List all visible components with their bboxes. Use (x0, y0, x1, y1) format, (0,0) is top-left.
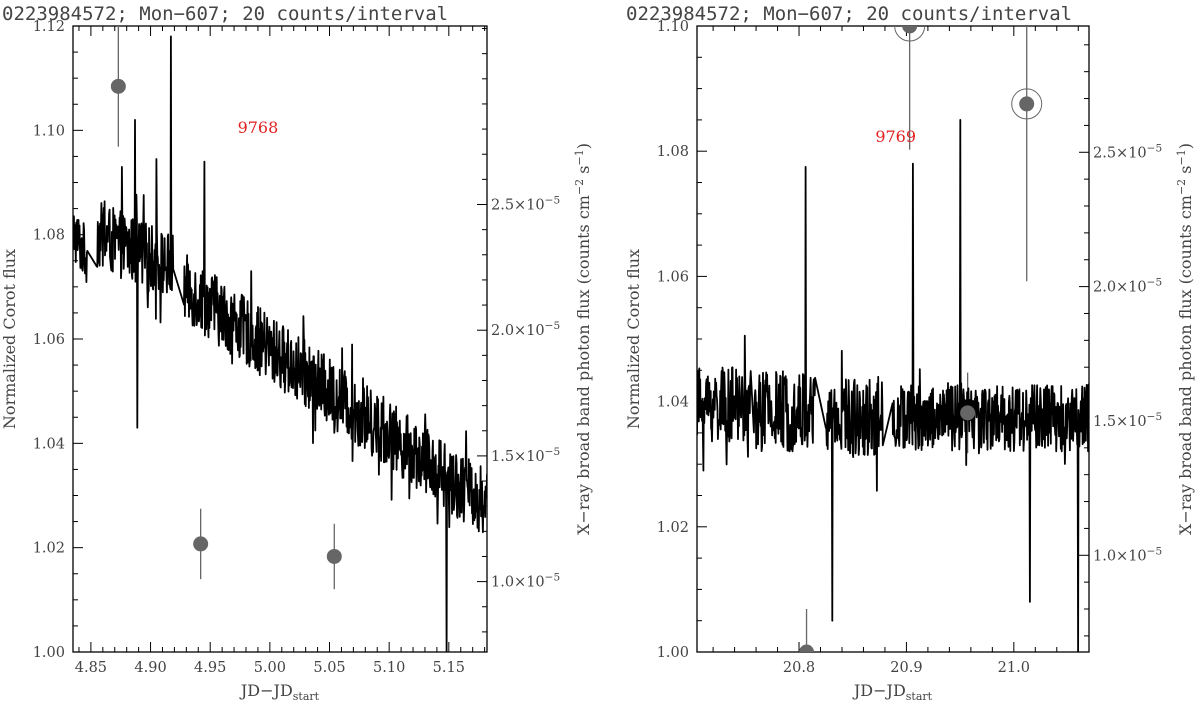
chart2-y-tick-label: 1.06 (657, 269, 689, 285)
chart2-xray-point (960, 405, 976, 421)
chart1-y-tick-label: 1.08 (33, 228, 65, 244)
chart1-corot-light-curve (73, 35, 487, 652)
chart2-y2-tick-label: 2.0×10−5 (1093, 277, 1162, 296)
chart1-y-tick-label: 1.06 (33, 332, 65, 348)
chart2-x-tick-label: 21.0 (998, 660, 1030, 676)
chart2-y-tick-label: 1.02 (657, 520, 689, 536)
chart1-y-tick-label: 1.02 (33, 541, 65, 557)
chart2-xray-point (799, 644, 815, 652)
chart1-plot-area (73, 26, 487, 652)
chart2-xray-point (1019, 96, 1035, 112)
chart1-y2-tick-label: 2.0×10−5 (491, 320, 560, 339)
chart2-y-tick-label: 1.08 (657, 144, 689, 160)
chart-2: 0223984572; Mon−607; 20 counts/interval 2… (624, 3, 1195, 703)
chart2-x-tick-label: 20.9 (890, 660, 922, 676)
chart2-xray-point-ring (894, 26, 926, 42)
chart2-corot-light-curve (697, 119, 1089, 652)
chart1-x-tick-label: 4.95 (194, 660, 226, 676)
chart1-x-tick-label: 5.15 (433, 660, 465, 676)
chart2-xray-point-ring (1011, 88, 1043, 120)
chart1-x-tick-label: 4.90 (134, 660, 166, 676)
chart1-y-tick-label: 1.04 (33, 436, 65, 452)
chart1-title: 0223984572; Mon−607; 20 counts/interval (2, 3, 448, 25)
chart1-y-axis-label: Normalized Corot flux (0, 249, 19, 429)
chart2-y2-tick-label: 2.5×10−5 (1093, 142, 1162, 161)
chart2-y-tick-label: 1.10 (657, 19, 689, 35)
chart2-title: 0223984572; Mon−607; 20 counts/interval (626, 3, 1072, 25)
chart2-plot-area (697, 26, 1089, 652)
chart1-y-tick-label: 1.00 (33, 645, 65, 661)
chart-1: 0223984572; Mon−607; 20 counts/interval 4… (0, 3, 593, 703)
chart1-annotation-label: 9768 (238, 118, 279, 137)
chart1-y2-tick-label: 1.0×10−5 (491, 572, 560, 591)
chart1-xray-point (193, 536, 209, 552)
chart1-x-tick-label: 5.10 (373, 660, 405, 676)
chart1-x-tick-label: 4.85 (75, 660, 107, 676)
chart2-y-axis-label: Normalized Corot flux (624, 249, 643, 429)
chart2-annotation-label: 9769 (875, 127, 916, 146)
chart1-y2-tick-label: 1.5×10−5 (491, 446, 560, 465)
chart2-x-axis-label: JD−JDstart (852, 681, 933, 703)
chart2-y-tick-label: 1.04 (657, 395, 689, 411)
chart2-y2-tick-label: 1.5×10−5 (1093, 411, 1162, 430)
chart1-x-tick-label: 5.00 (254, 660, 286, 676)
chart2-x-tick-label: 20.8 (783, 660, 815, 676)
chart1-x-tick-label: 5.05 (313, 660, 345, 676)
chart2-y-tick-label: 1.00 (657, 645, 689, 661)
chart2-y2-tick-label: 1.0×10−5 (1093, 545, 1162, 564)
chart1-y-tick-label: 1.10 (33, 123, 65, 139)
chart1-x-axis-label: JD−JDstart (239, 681, 320, 703)
chart2-y2-axis-label: X−ray broad band photon flux (counts cm−… (1175, 143, 1195, 535)
chart1-xray-point (110, 78, 126, 94)
chart2-xray-point (902, 26, 918, 34)
chart1-y-tick-label: 1.12 (33, 19, 65, 35)
chart1-xray-point (326, 548, 342, 564)
chart1-y2-axis-label: X−ray broad band photon flux (counts cm−… (573, 143, 593, 535)
chart1-y2-tick-label: 2.5×10−5 (491, 194, 560, 213)
